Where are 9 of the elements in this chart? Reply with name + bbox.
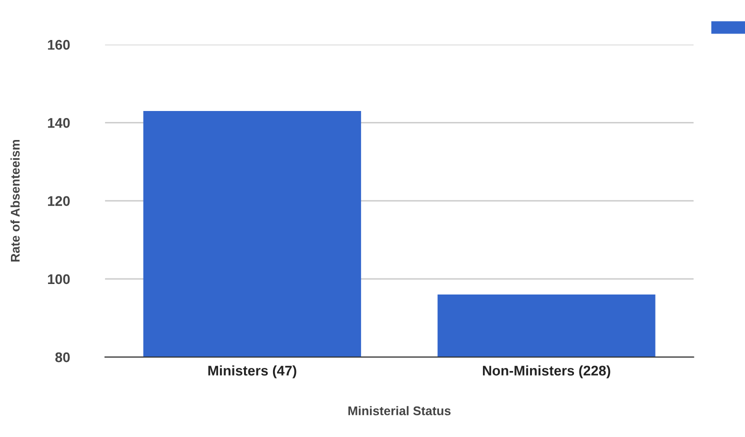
y-tick-label: 160	[48, 40, 70, 50]
x-tick-label: Non-Ministers (228)	[482, 365, 610, 378]
y-tick-label: 140	[48, 118, 70, 128]
y-axis-title: Rate of Absenteeism	[10, 140, 20, 262]
y-tick-label: 100	[48, 274, 70, 284]
y-tick-label: 80	[55, 352, 70, 362]
x-axis-title: Ministerial Status	[348, 406, 451, 416]
y-tick-label: 120	[48, 196, 70, 206]
x-tick-label: Ministers (47)	[208, 365, 296, 378]
